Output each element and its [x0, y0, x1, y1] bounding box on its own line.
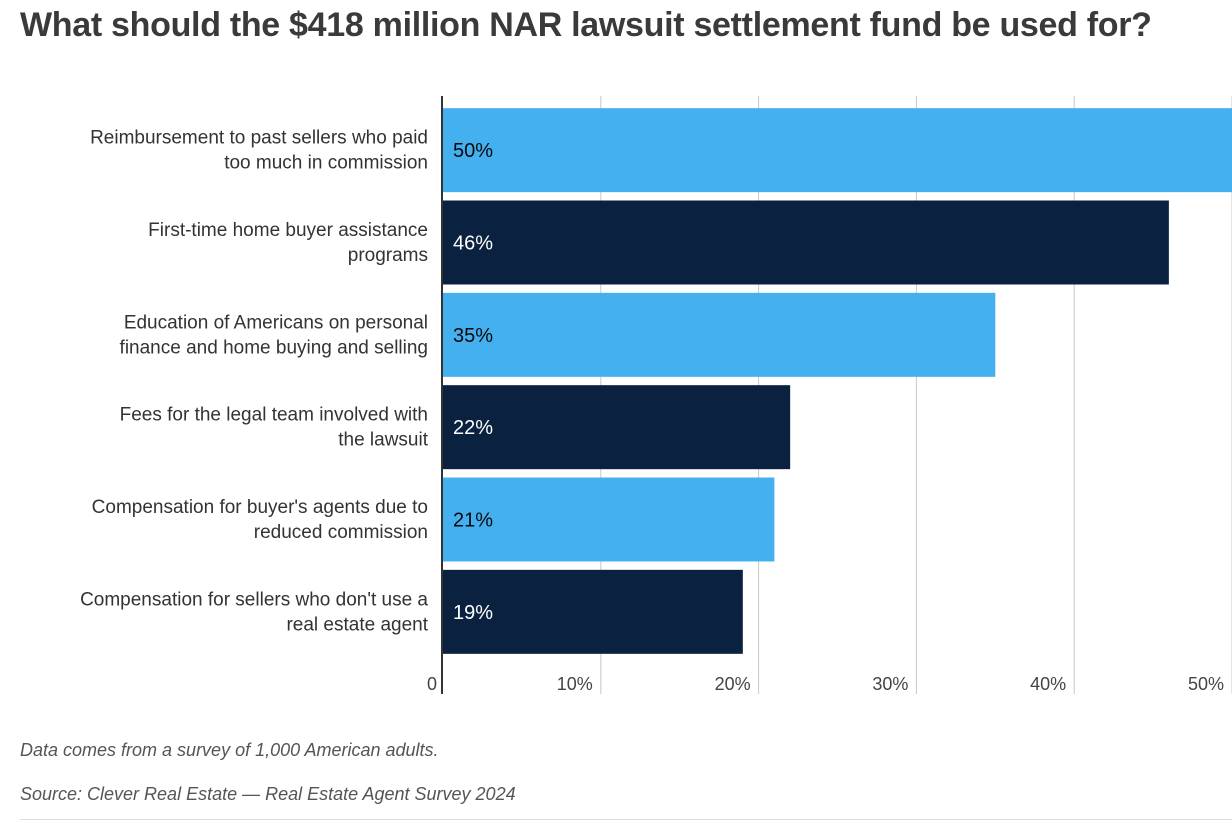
bar	[443, 292, 996, 377]
category-label: Fees for the legal team involved with the…	[120, 405, 429, 451]
bar	[443, 569, 743, 654]
category-label: First-time home buyer assistance programs	[148, 220, 428, 266]
bar-value-label: 35%	[453, 325, 493, 347]
bar-value-label: 21%	[453, 510, 493, 532]
category-label: Compensation for sellers who don't use a…	[80, 589, 429, 635]
bar-value-label: 22%	[453, 417, 493, 439]
chart-title: What should the $418 million NAR lawsuit…	[20, 6, 1152, 44]
bar-chart: Reimbursement to past sellers who paid to…	[80, 96, 1232, 694]
x-tick-label: 50%	[1188, 674, 1224, 694]
x-tick-label: 20%	[715, 674, 751, 694]
bar	[443, 385, 791, 470]
value-labels: 50% 46% 35% 22% 21% 19%	[453, 140, 493, 624]
x-tick-label: 40%	[1030, 674, 1066, 694]
category-label: Reimbursement to past sellers who paid to…	[90, 128, 428, 174]
bar-value-label: 50%	[453, 140, 493, 162]
x-tick-label: 30%	[872, 674, 908, 694]
category-label: Compensation for buyer's agents due to re…	[92, 497, 428, 543]
bar	[443, 108, 1232, 193]
category-label: Education of Americans on personal financ…	[120, 312, 428, 358]
bottom-divider	[20, 819, 1232, 820]
bar	[443, 477, 775, 562]
bar-value-label: 19%	[453, 602, 493, 624]
bar-value-label: 46%	[453, 233, 493, 255]
bar	[443, 200, 1169, 285]
source-note: Source: Clever Real Estate — Real Estate…	[20, 784, 516, 804]
x-tick-label: 0	[427, 674, 437, 694]
x-tick-label: 10%	[557, 674, 593, 694]
category-labels: Reimbursement to past sellers who paid to…	[80, 128, 429, 636]
bars	[443, 108, 1232, 654]
survey-note: Data comes from a survey of 1,000 Americ…	[20, 740, 439, 760]
x-axis-ticks: 0 10% 20% 30% 40% 50%	[427, 674, 1224, 694]
